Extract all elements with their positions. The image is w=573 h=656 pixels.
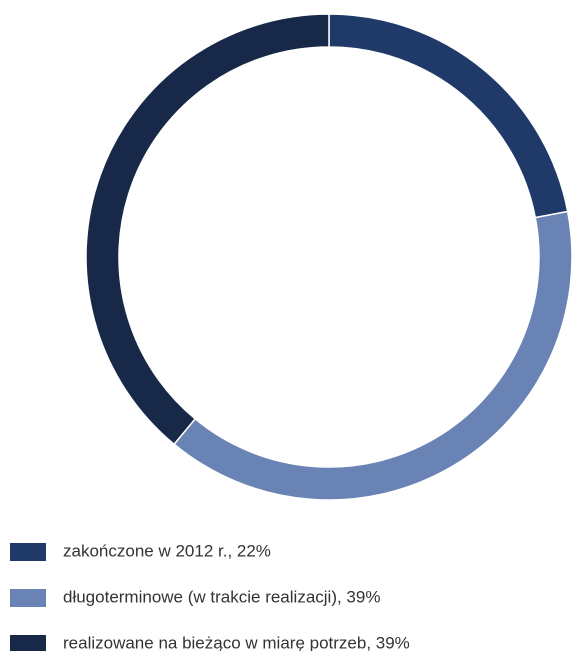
legend-swatch [10,635,46,653]
legend-swatch [10,589,46,607]
legend-label: zakończone w 2012 r., 22% [63,541,271,560]
legend-swatch [10,543,46,561]
donut-segment [328,13,569,219]
donut-segment [85,13,330,446]
legend-label: długoterminowe (w trakcie realizacji), 3… [63,587,380,606]
donut-segment [173,210,573,501]
legend-label: realizowane na bieżąco w miarę potrzeb, … [63,633,410,651]
